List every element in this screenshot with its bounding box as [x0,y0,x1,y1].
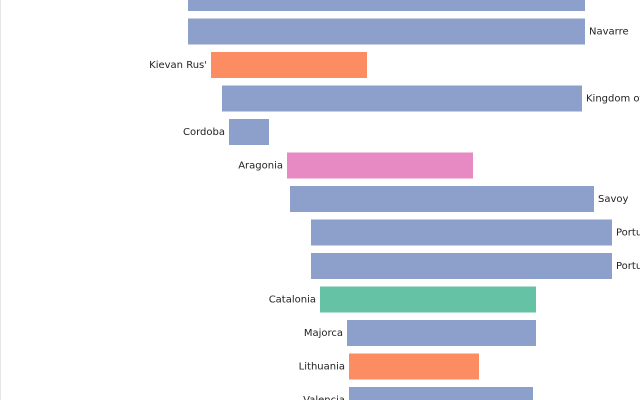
timeline-bar [290,186,594,212]
bar-label: Savoy [598,194,629,205]
timeline-bar [287,152,473,179]
bar-label: Kingdom of [586,94,640,105]
timeline-bar [229,119,269,145]
bar-label: Valencia [303,395,345,400]
timeline-bar [349,353,479,380]
timeline-bar [320,286,536,313]
bar-label: Majorca [304,328,343,339]
timeline-bar [211,52,367,78]
timeline-bar [349,387,533,400]
bars-layer [188,0,612,400]
bar-label: Navarre [589,27,629,38]
bar-label: Portu [616,261,640,272]
bar-label: Aragonia [238,161,283,172]
timeline-bar [347,320,536,346]
bar-label: Kievan Rus' [149,60,207,71]
timeline-bar [311,219,612,246]
timeline-bar [188,0,585,11]
timeline-bar [222,85,582,112]
labels-layer: Navarre Kievan Rus' Kingdom of Cordoba Arago… [149,27,640,400]
bar-label: Portu [616,228,640,239]
bar-label: Lithuania [299,362,345,373]
timeline-bar [311,253,612,279]
bar-label: Catalonia [269,295,316,306]
timeline-bar [188,18,585,45]
bar-label: Cordoba [183,127,225,138]
